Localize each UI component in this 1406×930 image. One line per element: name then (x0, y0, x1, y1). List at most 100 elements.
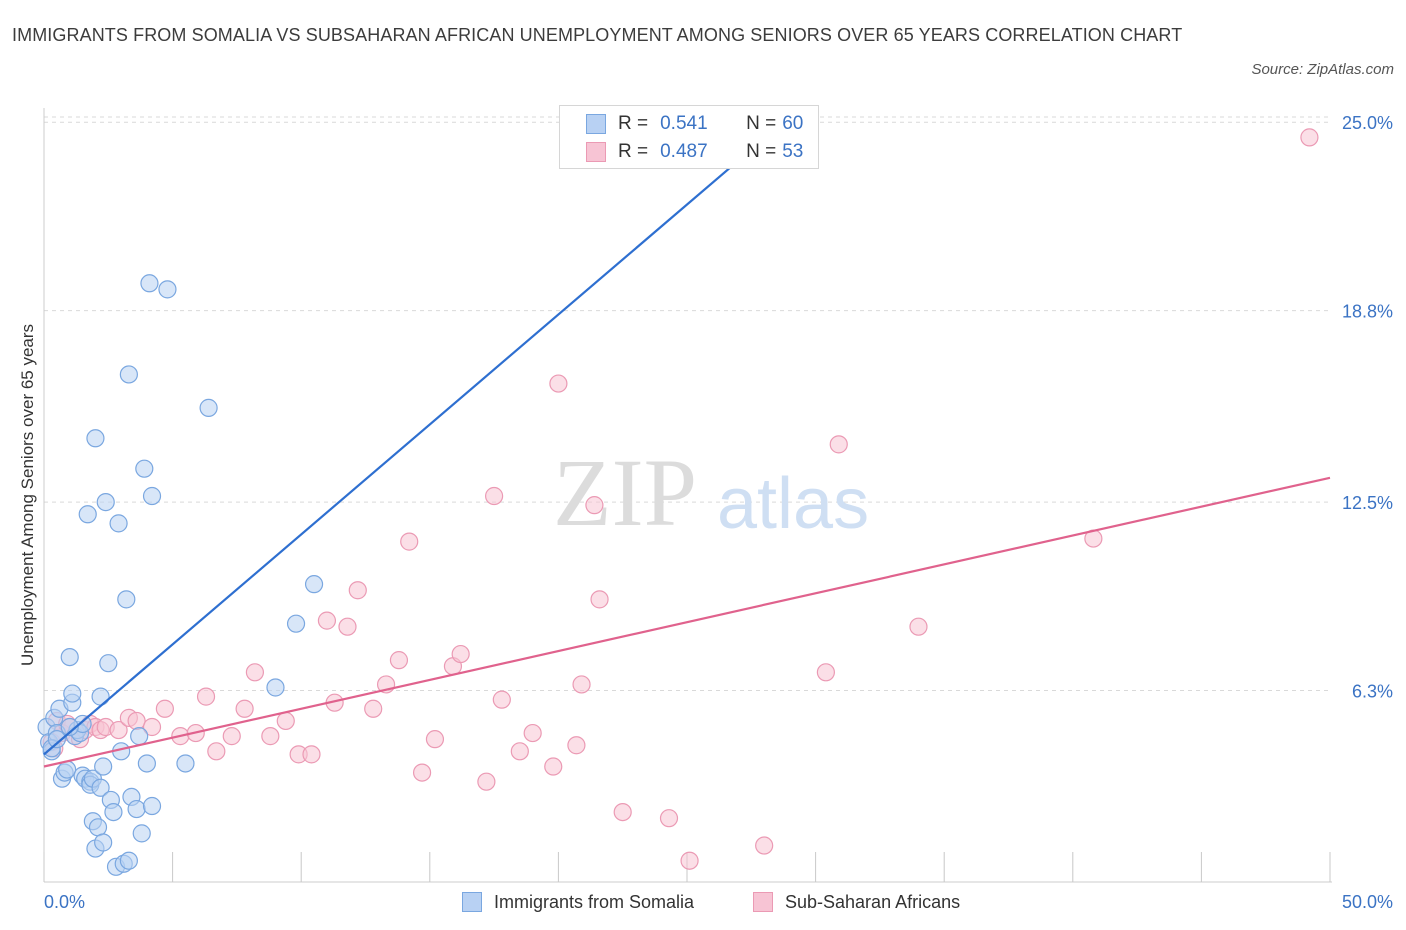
data-point-sub-saharan (549, 374, 568, 393)
data-point-sub-saharan (572, 675, 591, 694)
data-point-sub-saharan (680, 851, 699, 870)
data-point-sub-saharan (425, 730, 445, 749)
data-point-sub-saharan (829, 435, 848, 454)
data-point-sub-saharan (816, 663, 835, 682)
legend-swatch-sub-saharan (753, 892, 773, 912)
y-axis-label: Unemployment Among Seniors over 65 years (18, 323, 37, 667)
legend-swatch-somalia (462, 892, 482, 912)
data-point-sub-saharan (222, 727, 241, 746)
legend-n-value-sub-saharan: 53 (782, 141, 804, 162)
data-point-somalia (266, 678, 285, 697)
legend-item-somalia[interactable]: Immigrants from Somalia (462, 888, 694, 916)
data-point-sub-saharan (1300, 128, 1319, 147)
data-point-somalia (119, 365, 138, 384)
chart-title: IMMIGRANTS FROM SOMALIA VS SUBSAHARAN AF… (12, 25, 1183, 45)
data-point-somalia (47, 730, 66, 749)
source-label: Source: ZipAtlas.com (1251, 61, 1394, 78)
data-point-sub-saharan (485, 486, 504, 506)
data-point-sub-saharan (207, 742, 226, 761)
data-point-somalia (142, 486, 162, 506)
data-point-sub-saharan (389, 651, 409, 670)
data-point-sub-saharan (659, 809, 679, 828)
data-point-somalia (104, 802, 123, 822)
data-point-somalia (94, 757, 113, 776)
data-point-sub-saharan (523, 723, 542, 743)
data-point-sub-saharan (127, 711, 146, 731)
data-point-sub-saharan (196, 687, 216, 706)
data-point-somalia (132, 824, 151, 843)
legend-row-sub-saharan: R = 0.487 N = 53 (586, 140, 803, 164)
data-point-sub-saharan (400, 532, 419, 551)
y-tick-label: 12.5% (1342, 493, 1393, 513)
data-point-sub-saharan (477, 772, 496, 791)
data-point-sub-saharan (909, 617, 928, 636)
legend-r-label: R = (618, 113, 649, 134)
legend-n-label: N = (746, 113, 777, 134)
data-point-somalia (130, 727, 149, 746)
data-point-somalia (286, 614, 306, 633)
watermark: ZIP atlas (553, 439, 869, 546)
y-tick-label: 6.3% (1352, 682, 1393, 702)
data-point-sub-saharan (451, 644, 470, 664)
data-point-sub-saharan (317, 611, 337, 630)
data-point-somalia (137, 754, 156, 773)
data-point-somalia (63, 684, 82, 703)
data-point-somalia (176, 754, 195, 773)
legend-r-value-somalia: 0.541 (660, 113, 708, 134)
data-point-sub-saharan (567, 736, 586, 755)
legend-label-somalia: Immigrants from Somalia (494, 891, 695, 912)
data-point-sub-saharan (585, 496, 604, 515)
data-point-sub-saharan (510, 742, 529, 761)
legend-swatch-somalia (586, 114, 606, 134)
data-point-somalia (109, 514, 128, 533)
data-point-somalia (127, 799, 146, 819)
legend-swatch-sub-saharan (586, 142, 606, 162)
data-point-sub-saharan (155, 699, 174, 718)
data-point-sub-saharan (302, 745, 321, 764)
data-point-sub-saharan (348, 581, 367, 600)
data-point-somalia (304, 575, 324, 594)
data-point-somalia (86, 429, 105, 448)
correlation-legend: R = 0.541 N = 60 R = 0.487 N = 53 (559, 105, 819, 169)
data-point-somalia (119, 851, 138, 870)
legend-item-sub-saharan[interactable]: Sub-Saharan Africans (753, 888, 960, 916)
data-point-somalia (91, 778, 110, 797)
data-point-sub-saharan (109, 720, 128, 740)
data-point-sub-saharan (338, 617, 357, 636)
data-point-sub-saharan (276, 711, 295, 731)
data-point-sub-saharan (412, 763, 432, 782)
y-tick-label: 18.8% (1342, 302, 1393, 322)
x-tick-label-max: 50.0% (1342, 892, 1393, 912)
data-point-somalia (91, 687, 110, 706)
data-point-sub-saharan (261, 727, 280, 746)
data-point-somalia (117, 590, 136, 609)
data-point-somalia (60, 647, 79, 667)
data-point-somalia (135, 459, 154, 478)
legend-row-somalia: R = 0.541 N = 60 (586, 112, 803, 136)
data-point-sub-saharan (613, 802, 632, 822)
trendline-sub-saharan (43, 476, 1331, 768)
legend-r-value-sub-saharan: 0.487 (660, 141, 708, 162)
legend-n-value-somalia: 60 (782, 113, 804, 134)
data-point-sub-saharan (364, 699, 383, 718)
data-point-sub-saharan (755, 836, 774, 855)
watermark-atlas: atlas (717, 464, 869, 544)
data-point-somalia (199, 398, 218, 417)
data-point-somalia (88, 818, 108, 837)
data-point-sub-saharan (590, 590, 609, 609)
data-point-somalia (60, 717, 79, 737)
data-point-somalia (94, 833, 113, 852)
y-tick-labels: 6.3% 12.5% 18.8% 25.0% (1342, 113, 1393, 701)
data-point-somalia (142, 796, 162, 816)
y-tick-label: 25.0% (1342, 113, 1393, 133)
data-point-somalia (96, 492, 115, 512)
legend-label-sub-saharan: Sub-Saharan Africans (785, 891, 961, 912)
data-point-somalia (78, 505, 97, 524)
data-point-sub-saharan (492, 690, 511, 709)
data-point-somalia (99, 654, 118, 673)
data-point-sub-saharan (142, 717, 162, 737)
data-point-sub-saharan (544, 757, 563, 776)
watermark-zip: ZIP (553, 439, 697, 546)
trendline-somalia (43, 148, 753, 756)
